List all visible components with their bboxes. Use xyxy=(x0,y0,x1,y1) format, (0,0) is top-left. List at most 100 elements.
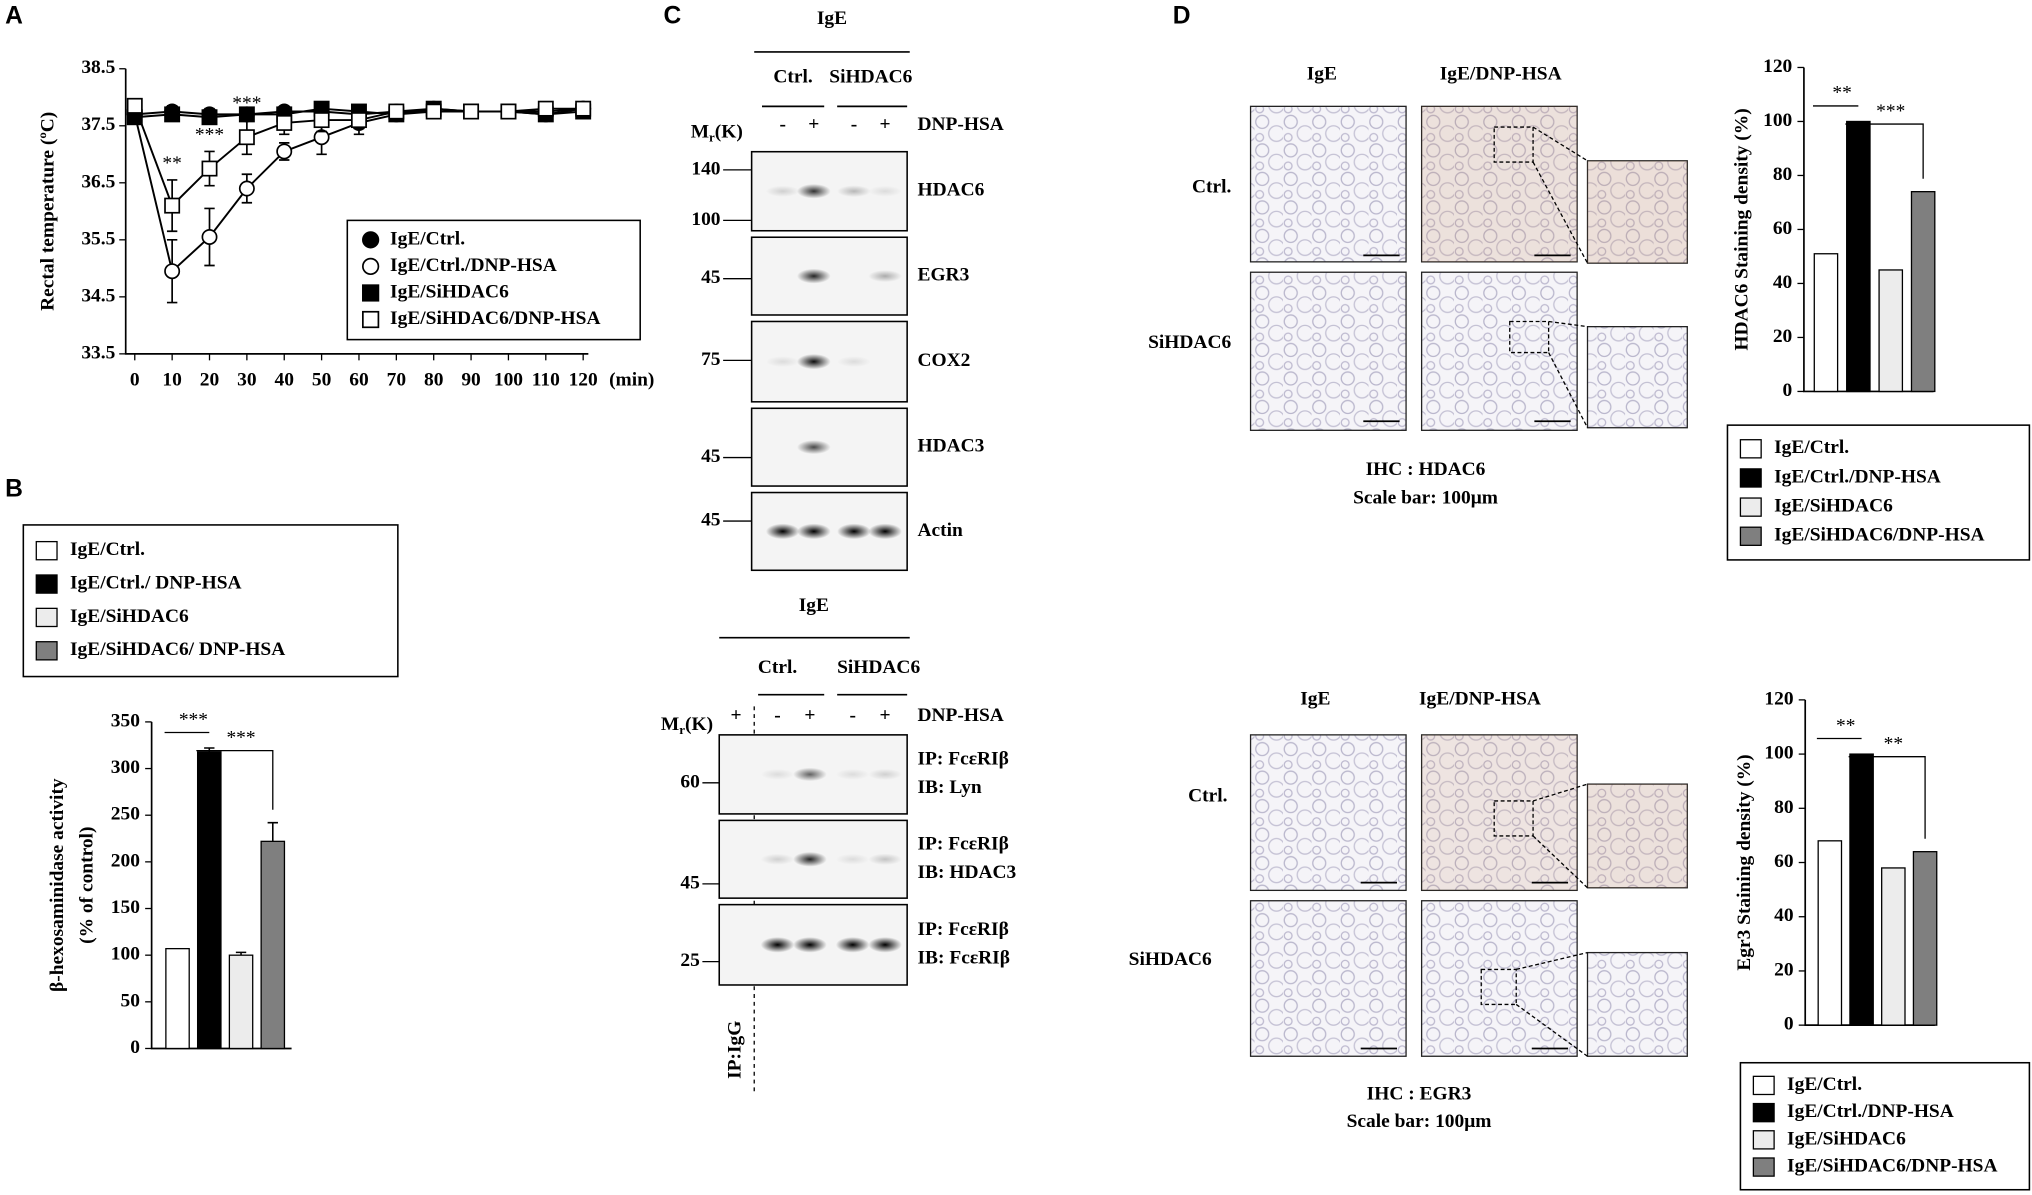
x-tick-label: 30 xyxy=(237,370,256,391)
lane: + xyxy=(731,705,742,726)
band xyxy=(760,853,795,865)
error-bar xyxy=(235,951,247,956)
y-tick-label: 50 xyxy=(121,990,140,1011)
blot-label: HDAC3 xyxy=(918,436,985,457)
error-bar xyxy=(267,821,278,842)
x-tick-label: 50 xyxy=(312,370,331,391)
legend-label: IgE/Ctrl. xyxy=(70,539,145,560)
panel-label: D xyxy=(1173,2,1191,29)
blot-group: Ctrl. xyxy=(758,657,797,678)
x-tick-label: 90 xyxy=(461,370,480,391)
x-tick-label: 120 xyxy=(569,370,598,391)
marker xyxy=(238,180,255,197)
y-tick-label: 33.5 xyxy=(81,342,115,363)
annotation: ** xyxy=(162,153,181,174)
band xyxy=(868,937,902,953)
legend-label: IgE/SiHDAC6/DNP-HSA xyxy=(1774,525,1984,546)
mw-marker: 45 xyxy=(701,446,720,467)
ihc-inset xyxy=(1586,783,1688,889)
legend-label: IgE/Ctrl./DNP-HSA xyxy=(1787,1101,1954,1122)
x-tick-label: 10 xyxy=(162,370,181,391)
blot-group: SiHDAC6 xyxy=(837,657,920,678)
legend-box xyxy=(1739,1061,2031,1191)
mr-label: Mr(K) xyxy=(691,122,743,145)
mw-marker: 45 xyxy=(701,509,720,530)
band xyxy=(835,768,870,780)
blot-top: IgE Ctrl. SiHDAC6 Mr(K) - + - + DNP-HSA xyxy=(691,8,1004,145)
legend-marker xyxy=(362,257,380,276)
mw-marker: 25 xyxy=(680,950,699,971)
x-tick-label: 110 xyxy=(532,370,560,391)
scale-bar xyxy=(1363,254,1571,423)
legend-label: IgE/SiHDAC6/DNP-HSA xyxy=(1787,1156,1997,1177)
stain-overlay xyxy=(1587,784,1688,888)
legend-box xyxy=(22,524,399,678)
y-axis-label: β-hexosaminidase activity xyxy=(47,778,68,992)
lane: - xyxy=(774,705,780,726)
ihc-image xyxy=(1420,734,1578,892)
lane: + xyxy=(808,114,819,135)
mw-marker: 60 xyxy=(680,771,699,792)
mw-marker: 100 xyxy=(691,209,720,230)
band xyxy=(796,183,831,199)
y-tick-label: 40 xyxy=(1774,905,1793,926)
marker xyxy=(238,129,255,146)
marker xyxy=(463,103,480,120)
band xyxy=(837,185,871,198)
significance-label: ** xyxy=(1884,733,1903,754)
ihc-image xyxy=(1249,105,1407,263)
x-tick-label: 20 xyxy=(200,370,219,391)
blot-rows: HDAC6 140 100 EGR3 45 COX2 75 HDAC3 45 Actin 45 xyxy=(691,150,985,572)
ihc-image xyxy=(1249,271,1407,431)
blot-treatment: IgE xyxy=(799,595,829,616)
significance-bracket xyxy=(1848,756,1926,839)
blot-group: Ctrl. xyxy=(773,66,812,87)
blot-label: COX2 xyxy=(918,350,971,371)
marker xyxy=(313,112,330,129)
x-tick-label: 0 xyxy=(130,370,140,391)
y-tick-label: 300 xyxy=(111,757,140,778)
ihc-caption: IHC : HDAC6 xyxy=(1366,459,1486,480)
mw-marker: 75 xyxy=(701,349,720,370)
lane: + xyxy=(880,705,891,726)
lane: - xyxy=(780,114,786,135)
blot-rows: IP: FcεRIβ IB: Lyn 60 IP: FcεRIβ IB: HDAC3 45… xyxy=(680,734,1017,986)
blot-treatment: IgE xyxy=(817,8,847,29)
band xyxy=(868,768,902,780)
y-tick-label: 100 xyxy=(1764,743,1793,764)
y-axis-label: Egr3 Staining density (%) xyxy=(1734,754,1755,970)
marker xyxy=(425,103,442,120)
band xyxy=(796,440,831,455)
y-tick-label: 60 xyxy=(1773,218,1792,239)
legend-label: IgE/SiHDAC6 xyxy=(1774,496,1893,517)
mr-sub: r xyxy=(679,722,685,737)
bar xyxy=(165,947,190,1050)
bar xyxy=(1910,191,1936,393)
blot-label: IP: FcεRIβ xyxy=(918,749,1009,770)
ihc-column: IgE xyxy=(1300,688,1330,709)
significance-label: ** xyxy=(1836,715,1855,736)
marker xyxy=(164,106,181,123)
bar xyxy=(1912,851,1938,1026)
x-tick-label: 70 xyxy=(387,370,406,391)
bar xyxy=(1846,120,1871,393)
blot-label: IB: Lyn xyxy=(918,777,982,798)
lane: - xyxy=(851,114,857,135)
lane: - xyxy=(849,705,855,726)
zoom-box xyxy=(1493,800,1534,837)
y-tick-label: 350 xyxy=(111,710,140,731)
y-tick-label: 34.5 xyxy=(81,285,115,306)
band xyxy=(793,851,827,867)
legend-label: IgE/SiHDAC6/ DNP-HSA xyxy=(70,639,285,660)
mw-marker: 140 xyxy=(691,158,720,179)
legend-swatch xyxy=(1752,1157,1775,1177)
significance-label: *** xyxy=(1876,101,1905,122)
annotation: *** xyxy=(195,124,224,145)
zoom-box xyxy=(1480,968,1517,1006)
y-tick-label: 250 xyxy=(111,804,140,825)
marker xyxy=(388,103,405,120)
zoom-box xyxy=(1493,126,1534,163)
mr: M xyxy=(661,714,679,735)
panel-label: B xyxy=(5,475,23,502)
legend-swatch xyxy=(1752,1130,1775,1150)
